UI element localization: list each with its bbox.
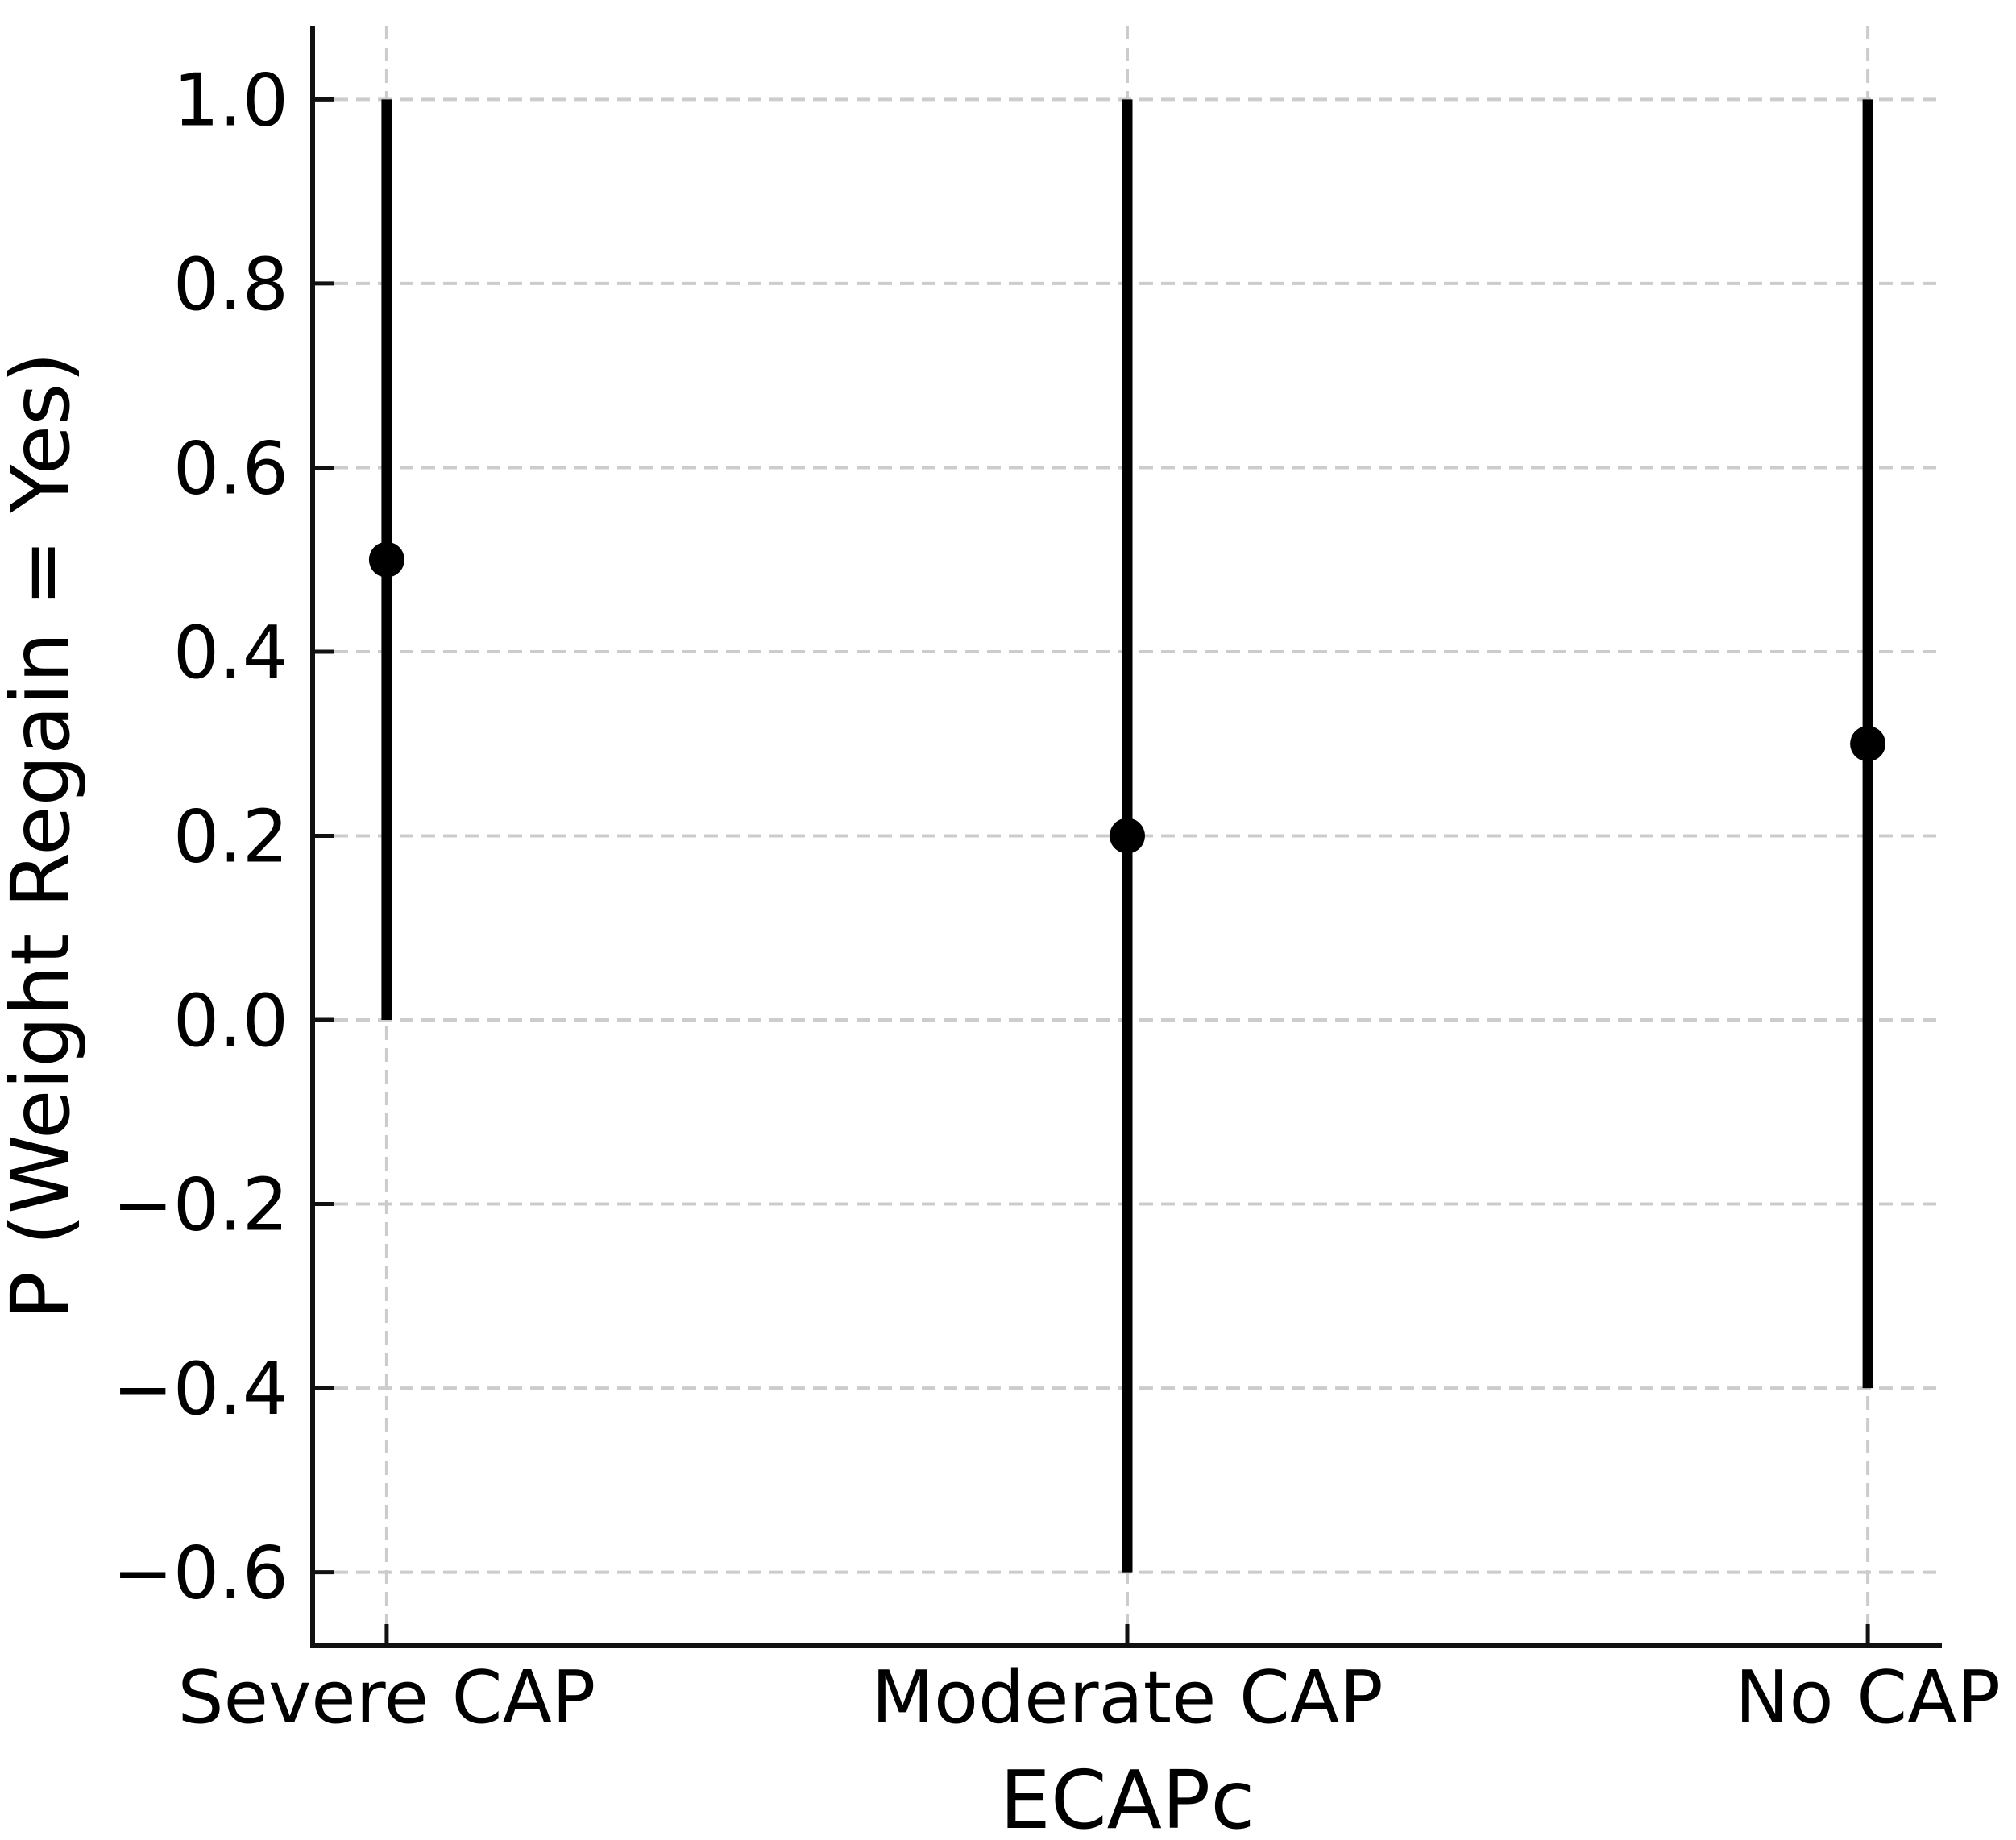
data-point [1110, 818, 1145, 854]
x-tick-label: Severe CAP [177, 1656, 595, 1740]
data-point [1850, 726, 1886, 762]
x-axis-title: ECAPc [1000, 1753, 1255, 1840]
y-tick-label: 0.8 [173, 242, 288, 327]
y-tick-label: −0.6 [112, 1531, 288, 1616]
x-tick-label: No CAP [1735, 1656, 2001, 1740]
data-marks [368, 99, 1886, 1573]
x-tick-label: Moderate CAP [871, 1656, 1383, 1740]
y-tick-label: 1.0 [173, 58, 288, 143]
y-tick-label: 0.2 [173, 795, 288, 880]
axis-ticks [313, 97, 1870, 1646]
data-point [368, 541, 404, 578]
y-axis-title: P (Weight Regain = Yes) [0, 352, 88, 1320]
axis-tick-labels: 1.0 0.8 0.6 0.4 0.2 0.0 −0.2 −0.4 −0.6 Severe CAP… [112, 58, 2000, 1740]
y-tick-label: −0.2 [112, 1163, 288, 1248]
y-tick-label: 0.0 [173, 979, 288, 1063]
y-tick-label: 0.4 [173, 611, 288, 695]
y-tick-label: 0.6 [173, 426, 288, 511]
y-tick-label: −0.4 [112, 1347, 288, 1432]
